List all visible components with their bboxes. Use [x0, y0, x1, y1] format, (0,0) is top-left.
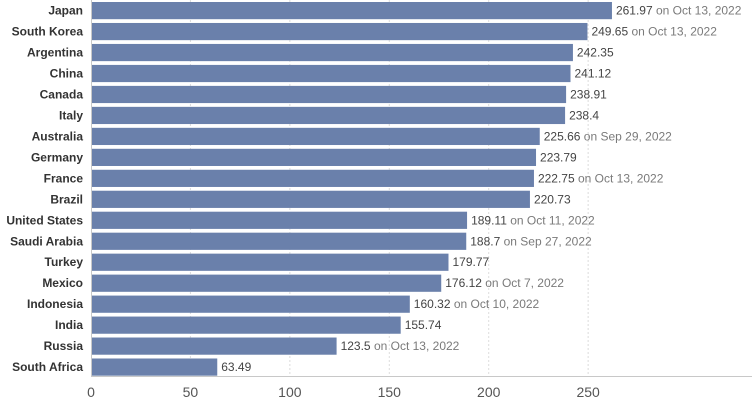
category-label: Russia [44, 339, 84, 353]
bar [91, 85, 567, 104]
category-label: Turkey [45, 255, 84, 269]
value-date-note: on Oct 13, 2022 [628, 25, 717, 39]
x-tick-label: 100 [278, 384, 302, 400]
category-label: Brazil [50, 192, 83, 206]
bar [91, 106, 566, 125]
value-label: 220.73 [534, 192, 571, 206]
category-label: Mexico [42, 276, 83, 290]
category-label: Saudi Arabia [10, 234, 83, 248]
value-label: 222.75 on Oct 13, 2022 [538, 171, 664, 185]
x-tick-label: 250 [576, 384, 600, 400]
value-label: 63.49 [221, 360, 251, 374]
value-date-note: on Oct 11, 2022 [507, 213, 595, 227]
value-number: 176.12 [445, 276, 482, 290]
bar [91, 337, 337, 355]
bar [91, 127, 540, 146]
x-tick-label: 150 [378, 384, 402, 400]
bar [91, 295, 410, 313]
value-date-note: on Sep 29, 2022 [580, 129, 672, 143]
value-number: 241.12 [574, 67, 611, 81]
value-number: 261.97 [616, 4, 653, 18]
bars [91, 2, 612, 376]
bar [91, 22, 588, 41]
x-tick-label: 50 [183, 384, 199, 400]
category-label: Germany [31, 150, 83, 164]
value-label: 223.79 [540, 150, 577, 164]
value-date-note: on Oct 7, 2022 [482, 276, 564, 290]
value-label: 160.32 on Oct 10, 2022 [414, 297, 540, 311]
bar [91, 274, 442, 292]
value-label: 176.12 on Oct 7, 2022 [445, 276, 564, 290]
category-label: Italy [59, 108, 83, 122]
value-number: 222.75 [538, 171, 575, 185]
x-tick-label: 200 [477, 384, 501, 400]
value-date-note: on Sep 27, 2022 [500, 234, 592, 248]
value-label: 238.91 [570, 87, 607, 101]
value-number: 249.65 [591, 25, 628, 39]
value-number: 160.32 [414, 297, 451, 311]
value-number: 179.77 [452, 255, 489, 269]
bar [91, 169, 534, 187]
value-date-note: on Oct 13, 2022 [653, 4, 742, 18]
x-tick-label: 0 [87, 384, 95, 400]
category-label: Japan [48, 4, 83, 18]
value-label: 123.5 on Oct 13, 2022 [341, 339, 460, 353]
value-number: 155.74 [405, 318, 442, 332]
value-number: 189.11 [471, 213, 507, 227]
bar [91, 253, 449, 271]
category-label: Australia [32, 129, 84, 143]
value-date-note: on Oct 10, 2022 [451, 297, 540, 311]
category-label: South Africa [12, 360, 83, 374]
value-number: 188.7 [470, 234, 500, 248]
value-label: 249.65 on Oct 13, 2022 [591, 25, 717, 39]
x-axis: 0 50 100 150 200 250 [87, 0, 752, 400]
value-label: 155.74 [405, 318, 442, 332]
category-label: Argentina [27, 46, 83, 60]
value-label: 238.4 [569, 108, 599, 122]
value-number: 63.49 [221, 360, 251, 374]
value-date-note: on Oct 13, 2022 [371, 339, 460, 353]
bar [91, 232, 467, 250]
value-label: 261.97 on Oct 13, 2022 [616, 4, 742, 18]
bar [91, 148, 537, 166]
value-number: 238.4 [569, 108, 599, 122]
bar [91, 43, 573, 62]
value-number: 220.73 [534, 192, 571, 206]
bar [91, 64, 571, 83]
value-number: 238.91 [570, 87, 607, 101]
value-label: 188.7 on Sep 27, 2022 [470, 234, 592, 248]
category-label: United States [6, 213, 83, 227]
category-label: South Korea [12, 25, 84, 39]
category-label: Canada [40, 87, 84, 101]
value-number: 225.66 [544, 129, 581, 143]
value-label: 225.66 on Sep 29, 2022 [544, 129, 672, 143]
value-number: 123.5 [341, 339, 371, 353]
grid-lines [189, 0, 589, 376]
value-label: 241.12 [574, 67, 611, 81]
category-label: France [44, 171, 84, 185]
category-label: China [50, 67, 84, 81]
category-label: Indonesia [27, 297, 83, 311]
value-number: 242.35 [577, 46, 614, 60]
bar [91, 190, 530, 208]
value-label: 242.35 [577, 46, 614, 60]
bar [91, 316, 401, 334]
category-labels: Japan South Korea Argentina China Canada Ital… [6, 4, 83, 374]
category-label: India [55, 318, 83, 332]
bar [91, 211, 468, 229]
value-date-note: on Oct 13, 2022 [575, 171, 664, 185]
bar [91, 358, 218, 376]
bar [91, 2, 612, 20]
value-number: 223.79 [540, 150, 577, 164]
value-label: 189.11 on Oct 11, 2022 [471, 213, 595, 227]
value-label: 179.77 [452, 255, 489, 269]
